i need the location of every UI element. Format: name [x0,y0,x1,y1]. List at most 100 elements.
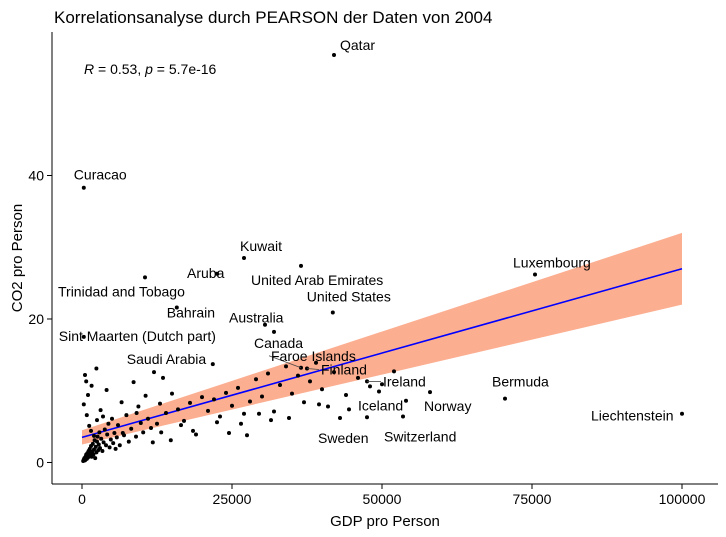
data-point [182,418,186,423]
data-point [158,401,162,406]
labeled-point [215,271,219,276]
point-label: Aruba [187,265,225,281]
data-point [106,421,111,426]
labeled-point [428,390,432,395]
data-point [365,415,369,420]
data-point [98,408,103,413]
data-point [188,400,192,405]
labeled-point [263,322,267,327]
x-tick-label: 100000 [659,491,706,507]
plot-area: Qatar Curacao Kuwait Luxembourg United Arab … [58,37,684,464]
point-label: Bahrain [167,305,215,321]
data-point [326,404,330,409]
data-point [102,427,107,432]
data-point [194,432,198,437]
point-label: Faroe Islands [271,348,356,364]
data-point [105,432,110,437]
p-value: = 5.7e-16 [153,61,217,77]
data-point [89,428,93,433]
data-point [134,410,139,415]
data-point [120,431,125,436]
data-point [266,371,270,376]
data-point [308,379,312,384]
y-axis-ticks: 0 20 40 [28,167,52,470]
data-point [108,437,113,442]
data-point [302,400,306,405]
data-point [347,407,351,412]
x-tick-label: 75000 [513,491,552,507]
point-label: Luxembourg [513,255,591,271]
data-point [296,373,300,378]
point-label: United States [307,289,391,305]
data-point [212,397,216,402]
data-point [84,413,89,418]
data-point [136,404,141,409]
labeled-point [210,362,215,367]
labeled-point [81,334,86,339]
data-point [90,441,95,446]
data-point [107,445,112,450]
labeled-point [299,263,303,268]
point-label: Finland [321,361,367,377]
data-point [284,364,288,369]
data-point [119,400,124,405]
labeled-point [680,411,684,416]
data-point [257,411,261,416]
data-point [92,447,96,452]
data-point [404,398,408,403]
data-point [191,428,195,433]
data-point [239,421,243,426]
correlation-annotation: R = 0.53, p = 5.7e-16 [84,61,217,77]
data-point [159,430,164,435]
point-label: Liechtenstein [591,408,674,424]
data-point [100,448,105,453]
data-point [164,410,168,415]
data-point [272,409,276,414]
labeled-point [143,275,147,280]
data-point [260,394,264,399]
data-point [129,426,134,431]
data-point [320,387,324,392]
data-point [218,414,222,419]
labeled-point [503,396,507,401]
r-symbol: R [84,61,94,77]
data-point [278,382,282,387]
data-point [245,433,249,438]
point-label: Norway [424,398,471,414]
labeled-point [272,329,276,334]
data-point [176,407,180,412]
data-point [114,435,119,440]
data-point [86,393,90,398]
data-point [111,441,116,446]
data-point [224,390,228,395]
p-symbol: p [144,61,153,77]
data-point [84,379,89,384]
data-point [392,369,396,374]
x-axis-ticks: 0 25000 50000 75000 100000 [78,484,706,507]
data-point [91,452,96,457]
data-point [161,375,165,380]
data-point [104,443,108,448]
point-label: Kuwait [240,238,282,254]
labeled-point [368,384,372,389]
data-point [287,415,291,420]
data-point [377,389,381,394]
data-point [96,442,101,447]
data-point [290,391,294,396]
chart-title: Korrelationsanalyse durch PEARSON der Da… [54,8,492,27]
data-point [116,423,120,428]
data-point [117,443,122,448]
data-point [95,439,99,444]
point-label: Australia [229,310,284,326]
data-point [99,436,104,441]
data-point [150,440,155,445]
point-label: Saudi Arabia [127,351,207,367]
data-point [143,393,148,398]
y-tick-label: 0 [36,454,44,470]
point-label: Qatar [340,37,375,53]
data-point [168,438,173,443]
data-point [230,403,234,408]
data-point [95,418,99,423]
data-point [146,416,150,421]
